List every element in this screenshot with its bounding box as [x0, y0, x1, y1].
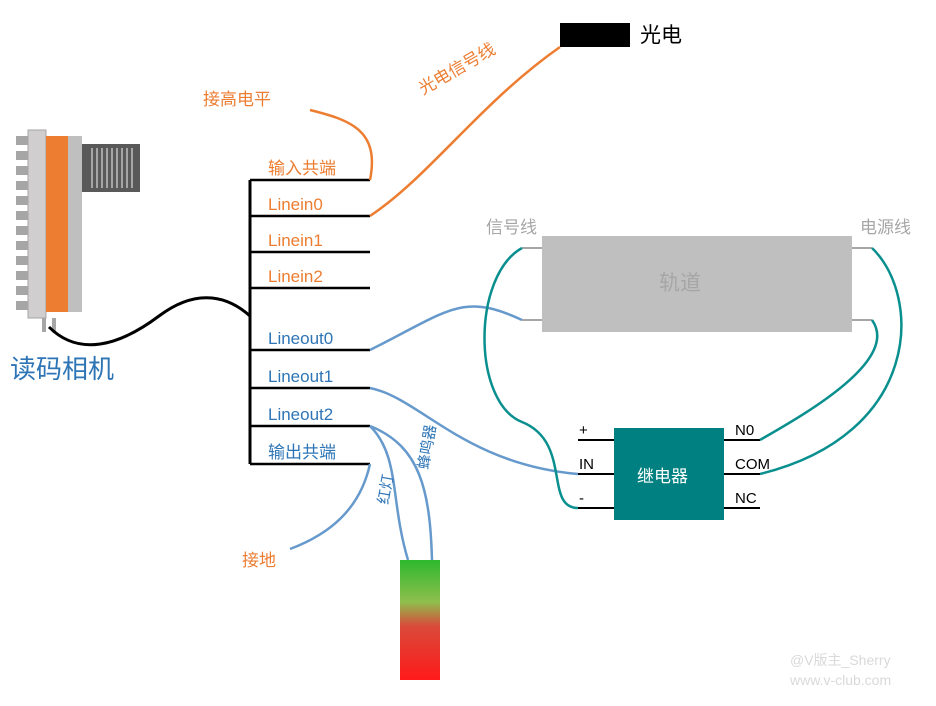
terminal-lineout0: Lineout0 — [268, 329, 333, 348]
terminal-input_common: 输入共端 — [268, 159, 336, 178]
camera-icon — [16, 130, 140, 332]
wiring-diagram: 读码相机 输入共端 Linein0 Linein1 Linein2 Lineout0 Lin… — [0, 0, 936, 706]
watermark-author: @V版主_Sherry — [790, 652, 891, 668]
relay-pin-minus: - — [579, 490, 584, 507]
terminal-output_common: 输出共端 — [268, 443, 336, 462]
label-optical: 光电 — [640, 24, 682, 47]
label-relay: 继电器 — [637, 467, 688, 486]
terminal-linein2: Linein2 — [268, 267, 323, 286]
label-ground: 接地 — [242, 551, 276, 570]
watermark-url: www.v-club.com — [789, 672, 891, 688]
label-signal-wire: 信号线 — [486, 218, 537, 237]
relay-pin-n0: N0 — [735, 422, 754, 439]
relay-pin-com: COM — [735, 456, 770, 473]
relay-pin-nc: NC — [735, 490, 757, 507]
relay-pin-in: IN — [579, 456, 594, 473]
terminal-linein0: Linein0 — [268, 195, 323, 214]
label-red-light: 红灯 — [375, 473, 397, 506]
label-track: 轨道 — [659, 272, 701, 295]
camera-title: 读码相机 — [10, 354, 114, 384]
label-high-level: 接高电平 — [203, 90, 271, 109]
indicator-light — [400, 560, 440, 680]
terminal-lineout2: Lineout2 — [268, 405, 333, 424]
label-power-wire: 电源线 — [860, 218, 911, 237]
terminal-lineout1: Lineout1 — [268, 367, 333, 386]
relay-pin-plus: + — [579, 422, 588, 439]
label-optical-signal-wire: 光电信号线 — [416, 40, 499, 99]
label-buzzer: 蜂鸣器 — [415, 423, 440, 470]
terminal-linein1: Linein1 — [268, 231, 323, 250]
